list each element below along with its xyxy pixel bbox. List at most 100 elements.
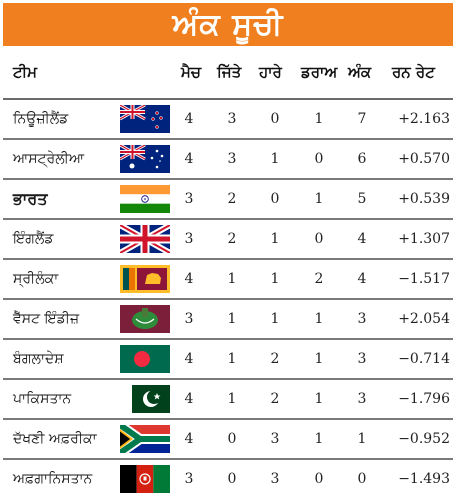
- matches-won: 0: [227, 431, 237, 447]
- net-run-rate: +1.307: [398, 231, 450, 247]
- matches-drawn: 1: [314, 391, 324, 407]
- matches-lost: 1: [270, 231, 280, 247]
- points: 3: [357, 391, 367, 407]
- net-run-rate: +2.163: [398, 111, 450, 127]
- sri-lanka-flag-icon: [120, 265, 170, 293]
- matches-won: 1: [227, 351, 237, 367]
- team-name: ਇੰਗਲੈਂਡ: [13, 231, 54, 247]
- india-flag-icon: [120, 185, 170, 213]
- matches-drawn: 1: [314, 351, 324, 367]
- matches-won: 1: [227, 391, 237, 407]
- table-row: ਭਾਰਤ 3 2 0 1 5 +0.539: [3, 180, 453, 220]
- net-run-rate: −0.714: [398, 351, 450, 367]
- matches-played: 4: [184, 391, 194, 407]
- net-run-rate: +0.539: [398, 191, 450, 207]
- afghanistan-flag-icon: [120, 465, 170, 493]
- team-name: ਪਾਕਿਸਤਾਨ: [13, 391, 72, 407]
- matches-lost: 2: [270, 391, 280, 407]
- team-name: ਆਸਟ੍ਰੇਲੀਆ: [13, 151, 85, 167]
- matches-played: 3: [184, 191, 194, 207]
- matches-won: 2: [227, 231, 237, 247]
- england-flag-icon: [120, 225, 170, 253]
- matches-lost: 1: [270, 271, 280, 287]
- matches-won: 3: [227, 151, 237, 167]
- header-row: ਟੀਮ ਮੈਚ ਜਿੱਤੇ ਹਾਰੇ ਡਰਾਅ ਅੰਕ ਰਨ ਰੇਟ: [3, 46, 453, 100]
- matches-played: 4: [184, 151, 194, 167]
- points: 4: [357, 231, 367, 247]
- team-name: ਸ੍ਰੀਲੰਕਾ: [13, 271, 59, 287]
- net-run-rate: −1.796: [398, 391, 450, 407]
- table-row: ਵੈੱਸਟ ਇੰਡੀਜ਼ 3 1 1 1 3 +2.054: [3, 300, 453, 340]
- net-run-rate: −1.493: [398, 471, 450, 487]
- table-row: ਪਾਕਿਸਤਾਨ 4 1 2 1 3 −1.796: [3, 380, 453, 420]
- table-row: ਦੱਖਣੀ ਅਫ਼ਰੀਕਾ 4 0 3 1 1 −0.952: [3, 420, 453, 460]
- points: 3: [357, 311, 367, 327]
- matches-drawn: 2: [314, 271, 324, 287]
- new-zealand-flag-icon: [120, 105, 170, 133]
- header-run-rate: ਰਨ ਰੇਟ: [392, 63, 435, 81]
- points-table: ਟੀਮ ਮੈਚ ਜਿੱਤੇ ਹਾਰੇ ਡਰਾਅ ਅੰਕ ਰਨ ਰੇਟ ਨਿਊਜ਼…: [3, 46, 453, 498]
- matches-drawn: 0: [314, 151, 324, 167]
- pakistan-flag-icon: [120, 385, 170, 413]
- team-name: ਭਾਰਤ: [13, 189, 48, 208]
- matches-drawn: 1: [314, 311, 324, 327]
- matches-played: 3: [184, 311, 194, 327]
- matches-won: 1: [227, 271, 237, 287]
- matches-won: 0: [227, 471, 237, 487]
- title-banner: ਅੰਕ ਸੂਚੀ: [3, 3, 453, 46]
- header-won: ਜਿੱਤੇ: [217, 63, 242, 81]
- points: 7: [357, 111, 367, 127]
- matches-lost: 0: [270, 191, 280, 207]
- matches-drawn: 1: [314, 111, 324, 127]
- matches-played: 3: [184, 231, 194, 247]
- matches-played: 4: [184, 111, 194, 127]
- team-name: ਵੈੱਸਟ ਇੰਡੀਜ਼: [13, 311, 80, 327]
- net-run-rate: −1.517: [398, 271, 450, 287]
- points: 1: [357, 431, 367, 447]
- points: 0: [357, 471, 367, 487]
- west-indies-flag-icon: [120, 305, 170, 333]
- header-played: ਮੈਚ: [181, 63, 201, 81]
- team-name: ਅਫ਼ਗਾਨਿਸਤਾਨ: [13, 471, 93, 487]
- south-africa-flag-icon: [120, 425, 170, 453]
- net-run-rate: −0.952: [398, 431, 450, 447]
- team-name: ਨਿਊਜ਼ੀਲੈਂਡ: [13, 111, 69, 127]
- table-row: ਆਸਟ੍ਰੇਲੀਆ 4 3 1 0 6 +0.570: [3, 140, 453, 180]
- bangladesh-flag-icon: [120, 345, 170, 373]
- points: 3: [357, 351, 367, 367]
- points: 4: [357, 271, 367, 287]
- table-title: ਅੰਕ ਸੂਚੀ: [172, 7, 284, 42]
- header-draw: ਡਰਾਅ: [301, 63, 338, 81]
- net-run-rate: +0.570: [398, 151, 450, 167]
- team-name: ਬੰਗਲਾਦੇਸ਼: [13, 351, 64, 367]
- header-lost: ਹਾਰੇ: [259, 63, 282, 81]
- matches-drawn: 0: [314, 471, 324, 487]
- matches-lost: 1: [270, 151, 280, 167]
- matches-drawn: 0: [314, 231, 324, 247]
- matches-won: 3: [227, 111, 237, 127]
- matches-drawn: 1: [314, 191, 324, 207]
- matches-lost: 1: [270, 311, 280, 327]
- matches-played: 4: [184, 271, 194, 287]
- matches-won: 1: [227, 311, 237, 327]
- matches-played: 4: [184, 431, 194, 447]
- matches-drawn: 1: [314, 431, 324, 447]
- net-run-rate: +2.054: [398, 311, 450, 327]
- matches-won: 2: [227, 191, 237, 207]
- matches-lost: 0: [270, 111, 280, 127]
- matches-lost: 3: [270, 431, 280, 447]
- points: 6: [357, 151, 367, 167]
- table-row: ਅਫ਼ਗਾਨਿਸਤਾਨ 3 0 3 0 0 −1.493: [3, 460, 453, 498]
- matches-lost: 2: [270, 351, 280, 367]
- table-row: ਬੰਗਲਾਦੇਸ਼ 4 1 2 1 3 −0.714: [3, 340, 453, 380]
- table-row: ਇੰਗਲੈਂਡ 3 2 1 0 4 +1.307: [3, 220, 453, 260]
- matches-played: 4: [184, 351, 194, 367]
- matches-lost: 3: [270, 471, 280, 487]
- australia-flag-icon: [120, 145, 170, 173]
- header-points: ਅੰਕ: [348, 63, 372, 81]
- header-team: ਟੀਮ: [13, 63, 38, 81]
- team-name: ਦੱਖਣੀ ਅਫ਼ਰੀਕਾ: [13, 431, 97, 447]
- matches-played: 3: [184, 471, 194, 487]
- table-row: ਨਿਊਜ਼ੀਲੈਂਡ 4 3 0 1 7 +2.163: [3, 100, 453, 140]
- table-row: ਸ੍ਰੀਲੰਕਾ 4 1 1 2 4 −1.517: [3, 260, 453, 300]
